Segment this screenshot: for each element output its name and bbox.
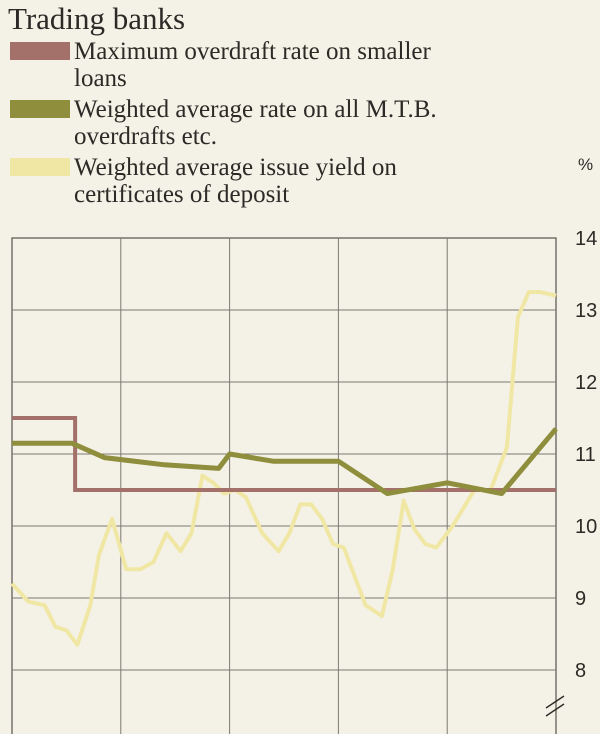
legend-label-max-overdraft: Maximum overdraft rate on smaller loans: [74, 38, 431, 92]
legend-swatch-weighted-overdraft: [10, 100, 70, 118]
unit-label: %: [578, 155, 594, 174]
legend-label-weighted-overdraft: Weighted average rate on all M.T.B. over…: [74, 96, 437, 150]
series-line-weighted-overdraft: [12, 427, 558, 497]
legend-item-cd-yield: Weighted average issue yield on certific…: [10, 154, 480, 208]
y-tick-label: 9: [575, 588, 586, 610]
y-tick-label: 0: [575, 732, 586, 734]
legend-swatch-max-overdraft: [10, 42, 70, 60]
axis-break-mark: [545, 703, 565, 717]
axis-break-mark: [545, 695, 565, 709]
y-tick-label: 10: [575, 516, 597, 538]
y-tick-label: 11: [575, 444, 596, 466]
y-tick-label: 12: [575, 372, 597, 394]
y-tick-label: 14: [575, 228, 597, 250]
legend-swatch-cd-yield: [10, 158, 70, 176]
legend-item-max-overdraft: Maximum overdraft rate on smaller loans: [10, 38, 480, 92]
chart-title: Trading banks: [8, 1, 186, 36]
legend-item-weighted-overdraft: Weighted average rate on all M.T.B. over…: [10, 96, 480, 150]
legend-label-cd-yield: Weighted average issue yield on certific…: [74, 154, 397, 208]
y-tick-label: 13: [575, 300, 597, 322]
legend: Maximum overdraft rate on smaller loans …: [10, 38, 480, 208]
series-line-cd-yield: [10, 290, 557, 647]
series-line-max-overdraft: [12, 416, 556, 492]
y-tick-label: 8: [575, 660, 586, 682]
